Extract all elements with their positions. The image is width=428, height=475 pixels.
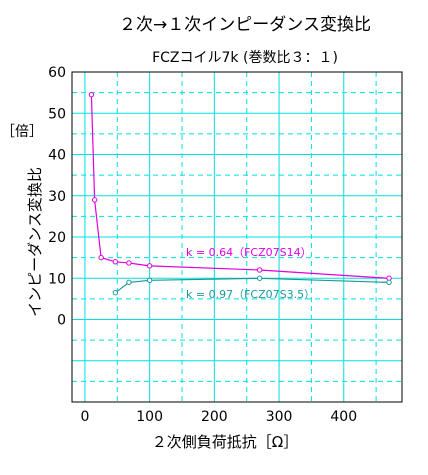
data-point: [98, 254, 104, 261]
data-point: [126, 279, 132, 286]
data-point: [126, 260, 132, 266]
x-tick-label: 0: [80, 409, 89, 425]
data-point: [88, 91, 95, 98]
data-point: [146, 277, 153, 284]
y-tick-label: 0: [57, 313, 66, 329]
series-label-k097: k = 0.97（FCZ07S3.5）: [186, 288, 315, 301]
data-point: [146, 263, 153, 269]
plot-frame: [71, 71, 403, 403]
data-point: [386, 279, 392, 286]
y-unit-label: ［倍］: [1, 124, 43, 140]
grid: [72, 72, 402, 402]
series-label-k064: k = 0.64（FCZ07S14）: [186, 246, 312, 259]
series-layer: [88, 91, 392, 296]
x-axis-label: ２次側負荷抵抗［Ω］: [152, 433, 298, 451]
y-tick-label: 10: [48, 271, 66, 287]
x-tick-label: 200: [201, 409, 228, 425]
x-tick-label: 300: [266, 409, 293, 425]
y-axis-label: インピーダンス変換比: [26, 167, 44, 317]
series-line-0: [90, 94, 390, 279]
data-point: [112, 259, 119, 265]
chart-subtitle: FCZコイル7k (巻数比３：１): [152, 50, 338, 66]
y-tick-label: 50: [48, 106, 66, 122]
x-tick-label: 100: [136, 409, 163, 425]
data-point: [256, 267, 263, 273]
y-tick-label: 60: [48, 65, 66, 81]
y-tick-label: 40: [48, 148, 66, 164]
data-point: [256, 275, 263, 281]
data-point: [91, 197, 98, 203]
tick-labels: 0 100 200 300 400 0 10 20 30 40 50 60: [48, 65, 357, 425]
y-tick-label: 30: [48, 189, 66, 205]
x-tick-label: 400: [330, 409, 357, 425]
data-point: [112, 289, 119, 296]
chart-title: ２次→１次インピーダンス変換比: [119, 15, 371, 35]
y-tick-label: 20: [48, 230, 66, 246]
